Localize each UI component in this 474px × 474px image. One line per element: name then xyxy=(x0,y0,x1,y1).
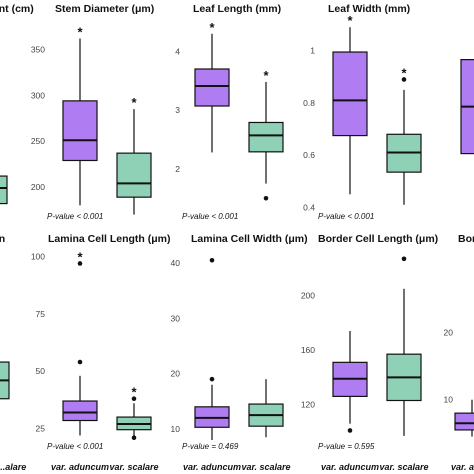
outlier-point xyxy=(263,195,269,201)
box-var--aduncum xyxy=(454,412,474,431)
y-tick-label: 10 xyxy=(171,424,181,434)
panel-title: ...nt (cm) xyxy=(0,3,34,15)
x-axis-category-label: var. aduncum xyxy=(321,462,379,472)
panel-title: ...n xyxy=(0,233,5,245)
y-tick-label: 20 xyxy=(171,369,181,379)
y-tick-label: 25 xyxy=(36,424,46,434)
y-tick-label: 30 xyxy=(171,313,181,323)
significance-star: * xyxy=(401,65,407,80)
y-tick-label: 0.8 xyxy=(303,98,315,108)
y-tick-label: 350 xyxy=(31,45,45,55)
y-tick-label: 160 xyxy=(301,345,315,355)
x-axis-category-label: var. scalare xyxy=(109,462,158,472)
p-value-label: P-value = 0.595 xyxy=(318,442,375,451)
y-tick-label: 250 xyxy=(31,136,45,146)
x-axis-category-label: var. aduncum xyxy=(183,462,241,472)
outlier-point xyxy=(131,435,137,441)
outlier-point xyxy=(209,376,215,382)
significance-star: * xyxy=(77,25,83,40)
y-tick-label: 0.6 xyxy=(303,150,315,160)
panel-title: Lamina Cell Length (μm) xyxy=(48,233,171,245)
x-axis-category-label: var. aduncum xyxy=(451,462,474,472)
outlier-point xyxy=(209,257,215,263)
y-tick-label: 300 xyxy=(31,90,45,100)
y-tick-label: 3 xyxy=(175,105,180,115)
x-axis-category-label: var. scalare xyxy=(241,462,290,472)
panel-title: Leaf Length (mm) xyxy=(193,3,281,15)
y-tick-label: 4 xyxy=(175,46,180,56)
outlier-point xyxy=(347,428,353,433)
x-axis-category-label: var. scalare xyxy=(379,462,428,472)
box-var--scalare xyxy=(248,121,284,153)
significance-star: * xyxy=(263,68,269,83)
y-tick-label: 50 xyxy=(36,366,46,376)
x-axis-category-label: ...alare xyxy=(0,462,26,472)
outlier-point xyxy=(77,359,83,365)
y-tick-label: 0.4 xyxy=(303,202,315,212)
p-value-label: P-value = 0.469 xyxy=(182,442,239,451)
panel-title: Border Cell Length (μm) xyxy=(318,233,438,245)
box-var--aduncum xyxy=(194,68,230,107)
y-tick-label: 1 xyxy=(310,46,315,56)
significance-star: * xyxy=(347,13,353,28)
panel-title: Lamina Cell Width (μm) xyxy=(191,233,308,245)
outlier-point xyxy=(131,396,137,402)
p-value-label: P-value < 0.001 xyxy=(47,212,103,221)
y-tick-label: 75 xyxy=(36,309,46,319)
significance-star: * xyxy=(131,385,137,400)
y-tick-label: 2 xyxy=(175,164,180,174)
y-tick-label: 200 xyxy=(301,291,315,301)
outlier-point xyxy=(401,77,407,82)
outlier-point xyxy=(77,261,83,266)
y-tick-label: 100 xyxy=(31,252,45,262)
y-tick-label: 20 xyxy=(444,328,454,338)
p-value-label: P-value < 0.001 xyxy=(318,212,374,221)
outlier-point xyxy=(401,256,407,262)
x-axis-category-label: var. aduncum xyxy=(51,462,109,472)
box-var--aduncum xyxy=(62,100,98,162)
panel-title: Leaf Width (mm) xyxy=(328,3,410,15)
panel-title: Bor... xyxy=(458,233,474,245)
significance-star: * xyxy=(209,20,215,35)
p-value-label: P-value < 0.001 xyxy=(182,212,238,221)
box-var--aduncum xyxy=(332,51,368,137)
panel-title: Stem Diameter (μm) xyxy=(55,3,154,15)
significance-star: * xyxy=(131,95,137,110)
box-var--aduncum xyxy=(62,400,98,422)
y-tick-label: 40 xyxy=(171,258,181,268)
box-var--scalare xyxy=(116,152,152,198)
significance-star: * xyxy=(77,249,83,264)
y-tick-label: 10 xyxy=(444,395,454,405)
y-tick-label: 200 xyxy=(31,182,45,192)
y-tick-label: 120 xyxy=(301,400,315,410)
p-value-label: P-value < 0.001 xyxy=(47,442,103,451)
box-var--scalare xyxy=(0,175,8,205)
